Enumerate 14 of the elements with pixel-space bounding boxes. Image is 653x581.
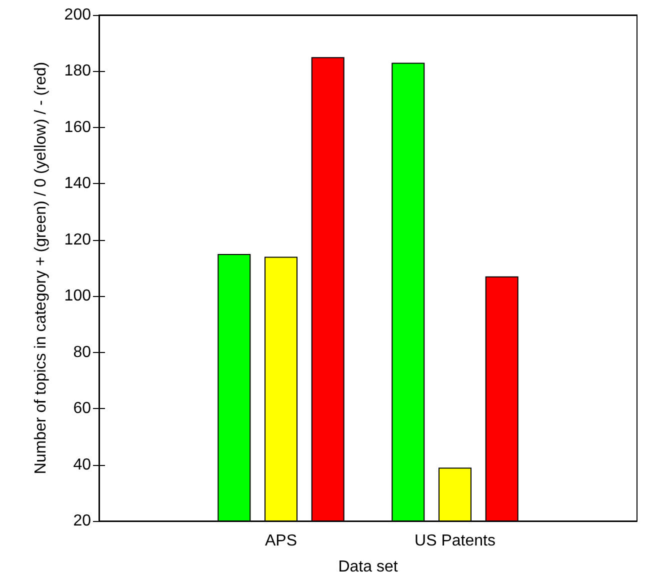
y-tick-label: 20 [73, 512, 92, 530]
y-tick-label: 140 [64, 175, 92, 192]
y-tick-label: 40 [73, 456, 92, 474]
x-axis-title: Data set [338, 558, 398, 576]
y-tick-label: 120 [64, 231, 92, 248]
x-tick-label: APS [264, 532, 298, 550]
y-axis-title: Number of topics in category + (green) / 0 (yellow) / - (red) [32, 62, 50, 474]
y-tick-label: 60 [73, 400, 92, 418]
y-tick-label: 200 [64, 6, 92, 24]
y-tick-label: 160 [64, 118, 92, 136]
x-tick-label: US Patents [414, 532, 496, 550]
y-tick-label: 180 [64, 62, 92, 80]
y-tick-label: 100 [64, 288, 92, 305]
y-tick-label: 80 [73, 344, 92, 361]
